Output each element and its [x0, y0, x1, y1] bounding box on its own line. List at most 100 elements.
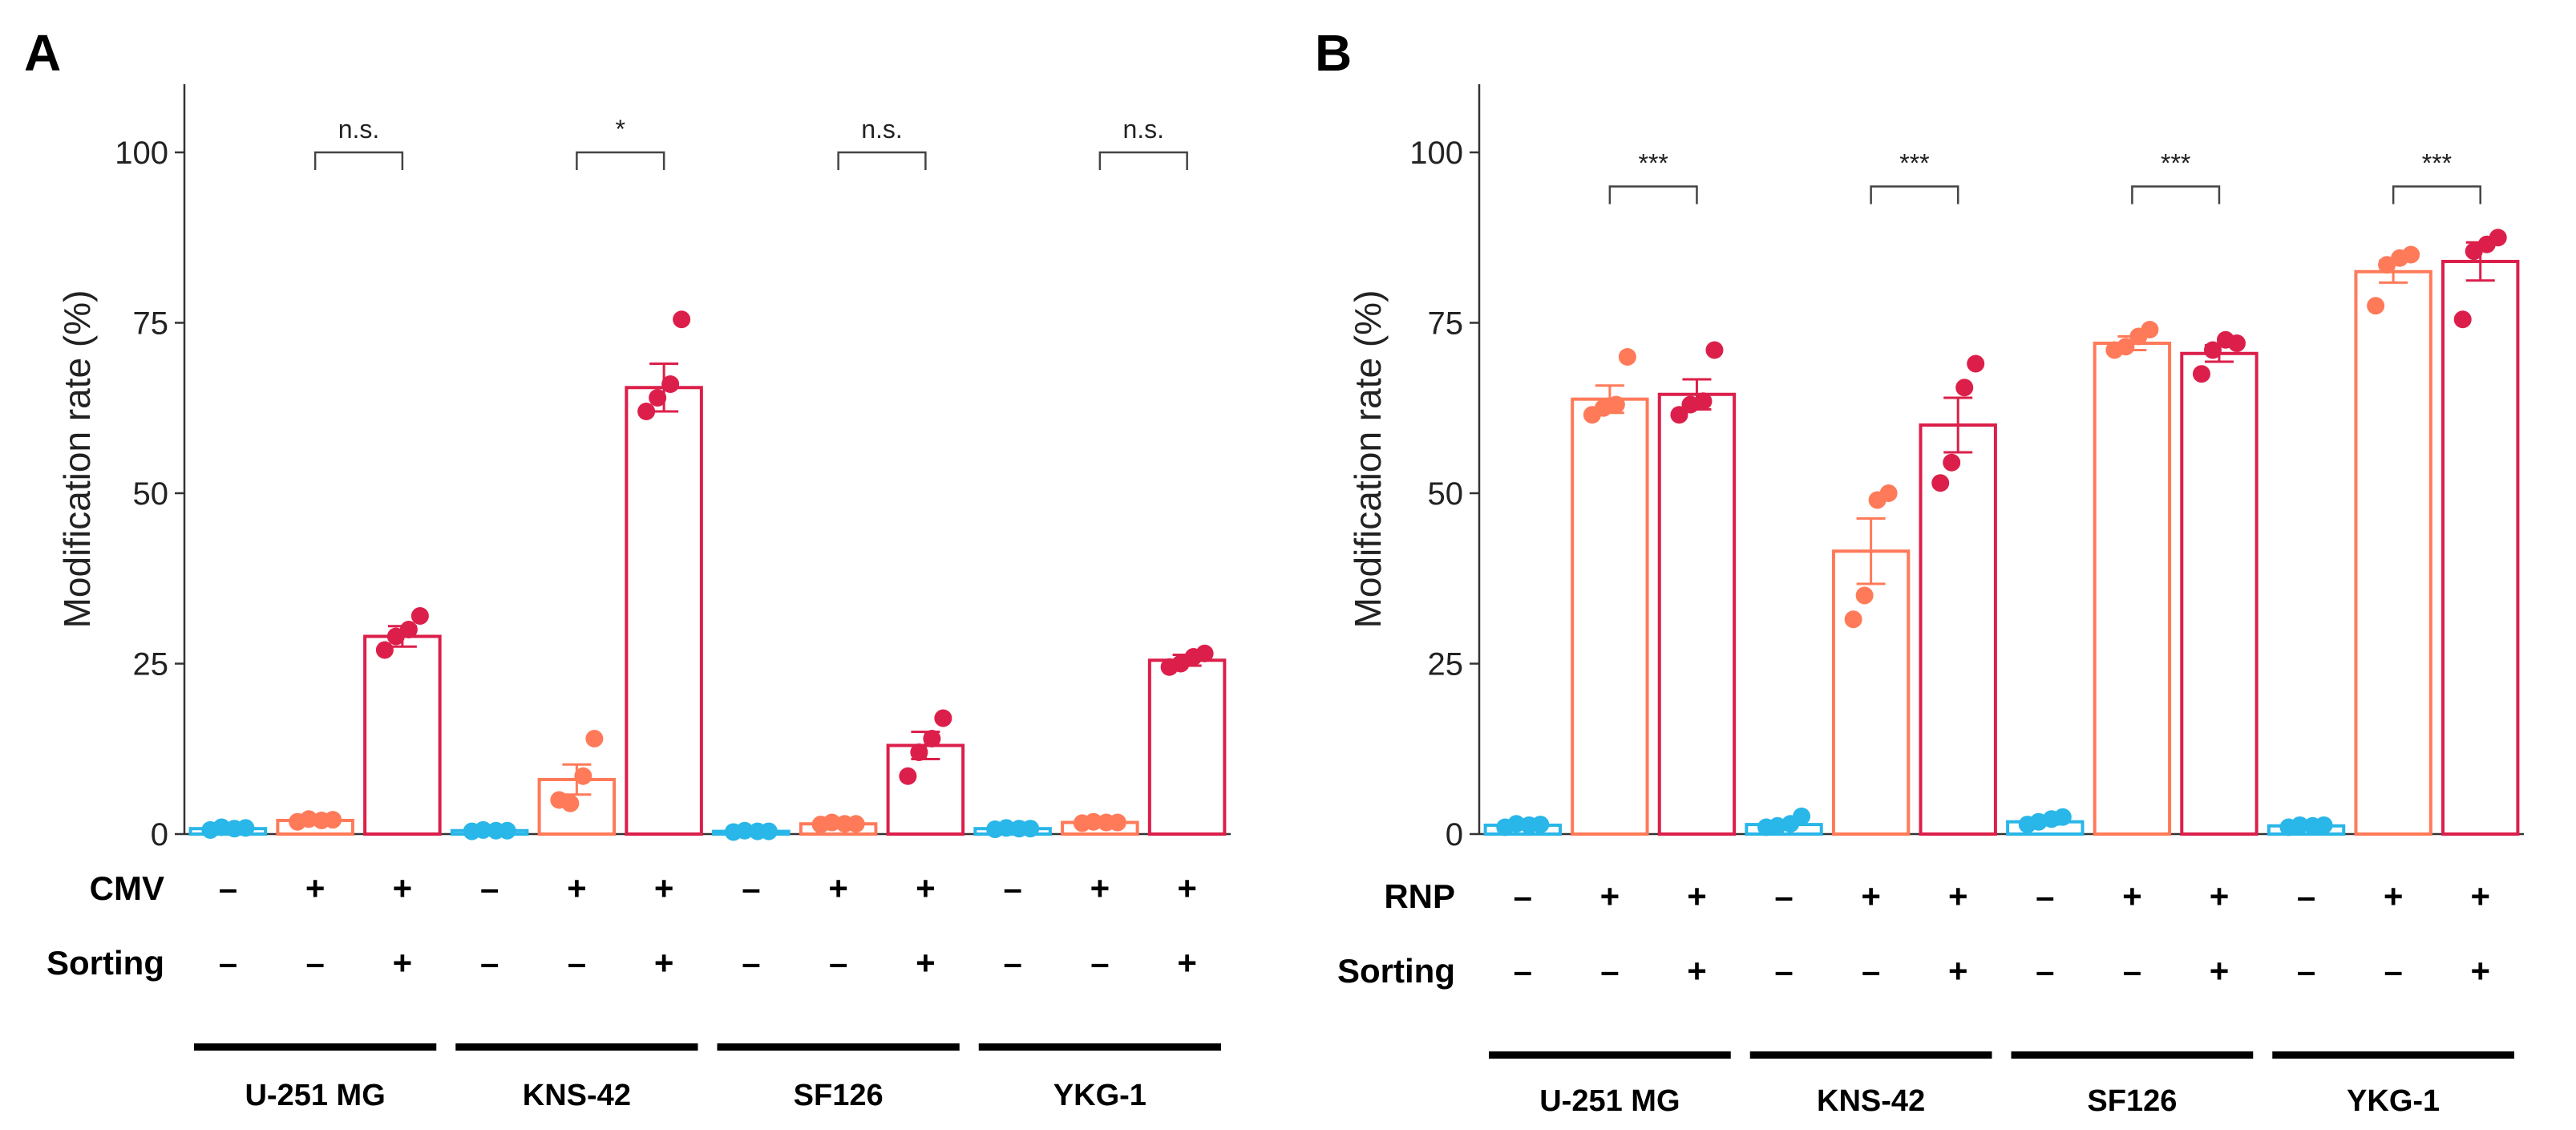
data-point [661, 375, 680, 393]
condition-sign: + [916, 869, 936, 907]
bar-transfected [2093, 342, 2172, 836]
condition-sign: – [1090, 944, 1109, 982]
condition-sign: – [1514, 877, 1532, 915]
group-underline [2272, 1051, 2514, 1059]
condition-sign: – [2036, 877, 2054, 915]
condition-sign: + [1948, 877, 1968, 915]
data-point [212, 818, 231, 836]
condition-sign: – [1862, 952, 1880, 990]
data-point [2291, 816, 2309, 834]
data-point [1531, 816, 1550, 834]
data-point [498, 821, 516, 840]
condition-sign: + [2122, 877, 2142, 915]
condition-sign: + [916, 944, 936, 982]
significance-bracket [1870, 185, 1959, 205]
condition-row-label: Sorting [1337, 952, 1455, 990]
group-underline [194, 1043, 437, 1051]
data-point [735, 821, 754, 840]
significance-bracket [313, 151, 404, 170]
condition-row-label: RNP [1384, 877, 1455, 915]
group-underline [717, 1043, 960, 1051]
data-point [1955, 379, 1974, 397]
condition-sign: – [1003, 944, 1021, 982]
data-point [2053, 808, 2072, 826]
data-point [910, 743, 928, 761]
data-point [1618, 348, 1636, 366]
bar-transfected [2354, 269, 2432, 836]
y-tick-label: 75 [1428, 306, 1464, 342]
panel-a-letter: A [24, 24, 61, 82]
data-point [923, 730, 941, 747]
data-point [1943, 453, 1961, 472]
data-point [899, 767, 917, 785]
data-point [2489, 229, 2507, 247]
condition-sign: + [393, 869, 413, 907]
data-point [847, 815, 865, 833]
y-tick-label: 100 [1409, 136, 1463, 171]
condition-sign: + [828, 869, 848, 907]
data-point [2227, 334, 2246, 352]
y-tick-label: 0 [151, 817, 168, 853]
group-label: YKG-1 [2347, 1084, 2440, 1118]
data-point [997, 819, 1016, 837]
condition-sign: – [2297, 877, 2315, 915]
data-point [375, 641, 394, 659]
data-point [2203, 341, 2222, 359]
data-point [585, 730, 604, 747]
condition-sign: + [567, 869, 587, 907]
bar-sorted [1919, 423, 1997, 836]
significance-label: n.s. [1122, 115, 1164, 144]
significance-label: *** [2161, 149, 2190, 178]
data-point [2367, 297, 2385, 315]
y-tick-label: 25 [133, 647, 169, 682]
condition-sign: – [1774, 952, 1793, 990]
y-tick-label: 0 [1446, 817, 1463, 853]
panel-b-letter: B [1315, 24, 1352, 82]
data-point [1793, 807, 1811, 825]
panel-a-chart: 0 25 50 75 100 Modification rate (%) n.s. * n.s.… [47, 84, 1231, 1112]
condition-sign: – [480, 944, 499, 982]
data-point [2117, 338, 2135, 356]
condition-sign: + [1090, 869, 1110, 907]
data-point [1844, 610, 1862, 629]
data-point [673, 310, 691, 329]
data-point [1967, 354, 1985, 373]
significance-label: *** [2422, 149, 2452, 178]
data-point [637, 403, 656, 420]
condition-sign: + [1177, 869, 1197, 907]
panel-b-chart: 0 25 50 75 100 Modification rate (%) *** *** ***… [1337, 84, 2524, 1118]
data-point [300, 810, 318, 828]
condition-sign: + [393, 944, 413, 982]
significance-bracket [1608, 185, 1698, 205]
significance-label: * [616, 115, 625, 144]
data-point [1705, 341, 1724, 359]
data-point [934, 709, 952, 727]
data-point [1931, 474, 1950, 492]
y-tick-label: 50 [133, 476, 169, 512]
condition-sign: – [829, 944, 847, 982]
condition-sign: – [2036, 952, 2054, 990]
data-point [410, 607, 429, 625]
data-point [2141, 321, 2159, 338]
bar-sorted [1147, 658, 1227, 836]
data-point [649, 389, 667, 407]
condition-sign: – [1774, 877, 1793, 915]
condition-row-label: CMV [90, 869, 164, 907]
condition-sign: + [1600, 877, 1620, 915]
condition-sign: + [1687, 952, 1707, 990]
y-tick-label: 100 [115, 136, 168, 171]
significance-bracket [837, 151, 927, 170]
condition-sign: – [2297, 952, 2315, 990]
significance-label: n.s. [338, 115, 380, 144]
data-point [823, 813, 841, 832]
y-axis-title: Modification rate (%) [1347, 290, 1389, 629]
data-point [1108, 813, 1126, 832]
bar-sorted [625, 386, 703, 836]
group-label: SF126 [2087, 1084, 2177, 1118]
condition-sign: + [2470, 952, 2490, 990]
group-underline [978, 1043, 1221, 1051]
condition-sign: + [654, 944, 674, 982]
y-axis-title: Modification rate (%) [56, 290, 98, 629]
condition-sign: – [742, 944, 760, 982]
data-point [237, 819, 255, 837]
